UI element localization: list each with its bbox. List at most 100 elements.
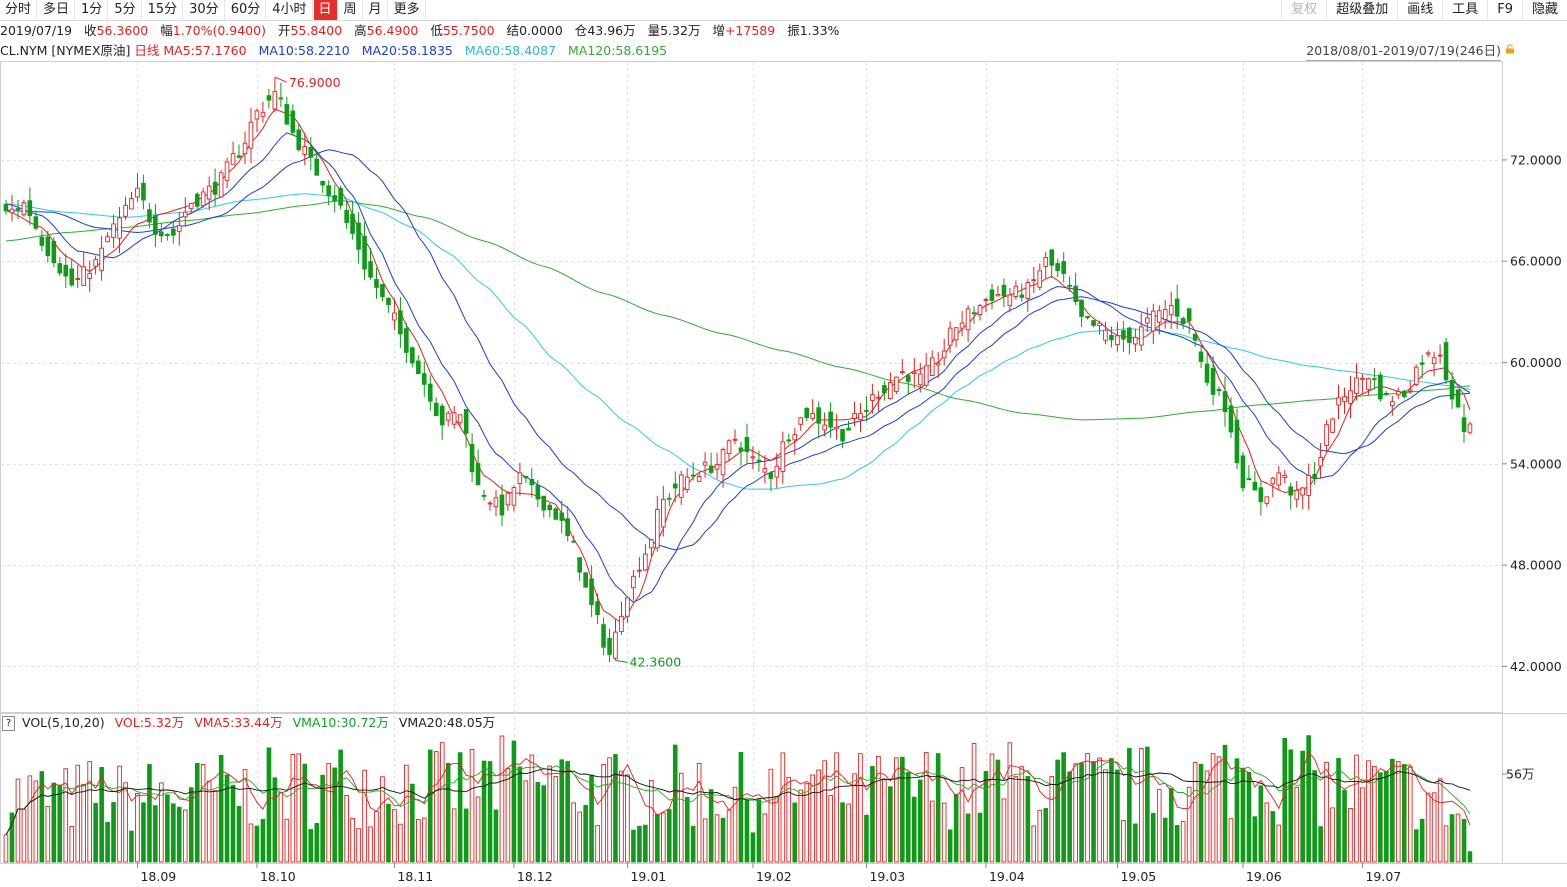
- volume-ma-lines: [5, 751, 1471, 836]
- volume-bar-190: [1139, 748, 1144, 863]
- candle-166: [995, 285, 1001, 297]
- volume-bar-201: [1204, 770, 1210, 863]
- candle-126: [756, 450, 762, 472]
- tool-button-4[interactable]: F9: [1487, 0, 1522, 20]
- candle-192: [1150, 303, 1156, 344]
- candle-body-51: [308, 147, 314, 158]
- candle-body-245: [1467, 423, 1473, 434]
- volume-bar-130: [780, 752, 786, 863]
- candle-34: [206, 176, 212, 211]
- candle-body-133: [798, 417, 804, 425]
- candle-body-241: [1443, 342, 1449, 381]
- candle-42: [254, 108, 260, 133]
- period-tab-2[interactable]: 1分: [76, 0, 109, 20]
- period-tab-1[interactable]: 多日: [38, 0, 76, 20]
- candle-body-172: [1031, 279, 1037, 282]
- candle-body-71: [427, 383, 433, 402]
- candle-149: [894, 376, 899, 395]
- lock-icon[interactable]: [1505, 44, 1515, 54]
- candle-body-19: [117, 217, 122, 239]
- candle-body-231: [1384, 392, 1389, 396]
- candle-7: [45, 230, 51, 263]
- period-tab-9[interactable]: 周: [339, 0, 363, 20]
- high-mark-pointer: [274, 76, 288, 83]
- ma5-line: [5, 108, 1471, 624]
- candle-194: [1162, 299, 1168, 329]
- candle-body-226: [1354, 377, 1359, 395]
- candle-body-238: [1425, 352, 1431, 355]
- candle-25: [153, 204, 158, 248]
- candle-body-84: [505, 492, 511, 506]
- candle-66: [398, 297, 403, 348]
- tool-button-0[interactable]: 复权: [1281, 0, 1326, 20]
- candle-148: [888, 372, 893, 400]
- volume-bar-30: [182, 809, 188, 863]
- period-tab-0[interactable]: 分时: [0, 0, 38, 20]
- period-tab-3[interactable]: 5分: [109, 0, 142, 20]
- volume-bar-85: [511, 740, 517, 863]
- candle-body-242: [1449, 379, 1455, 400]
- volume-bar-67: [404, 764, 409, 863]
- candle-107: [643, 544, 648, 572]
- volume-bar-27: [165, 794, 170, 863]
- ma-lines: [5, 108, 1471, 624]
- period-tab-6[interactable]: 60分: [226, 0, 267, 20]
- period-tab-7[interactable]: 4小时: [267, 0, 313, 20]
- tool-button-5[interactable]: 隐藏: [1521, 0, 1567, 20]
- candle-24: [147, 203, 152, 229]
- volume-bars: [3, 735, 1473, 863]
- candle-159: [953, 327, 959, 348]
- close-value: 56.3600: [96, 23, 149, 38]
- candle-body-176: [1055, 263, 1060, 272]
- volume-bar-177: [1061, 752, 1066, 863]
- volume-bar-90: [541, 785, 547, 863]
- volume-bar-235: [1407, 766, 1413, 863]
- volume-bar-60: [362, 769, 367, 863]
- candle-body-198: [1186, 308, 1192, 322]
- candle-body-46: [278, 97, 284, 100]
- candle-body-78: [469, 443, 475, 473]
- candle-body-32: [194, 193, 200, 207]
- candle-body-52: [314, 158, 320, 176]
- candle-body-39: [236, 155, 242, 158]
- candle-body-152: [911, 371, 917, 375]
- tool-button-2[interactable]: 画线: [1397, 0, 1442, 20]
- candle-body-17: [105, 236, 110, 243]
- candle-137: [822, 412, 827, 437]
- candle-body-107: [643, 553, 648, 571]
- candle-body-127: [762, 468, 768, 473]
- volume-bar-131: [786, 776, 792, 863]
- volume-bar-114: [684, 797, 690, 863]
- tool-button-3[interactable]: 工具: [1442, 0, 1487, 20]
- candle-211: [1264, 496, 1270, 507]
- candle-89: [535, 479, 541, 508]
- date-range[interactable]: 2018/08/01-2019/07/19(246日): [1306, 42, 1501, 61]
- candle-49: [296, 123, 302, 152]
- volume-bar-47: [284, 818, 290, 863]
- help-icon[interactable]: ?: [2, 716, 15, 731]
- vol-axis-label: 56万: [1506, 767, 1534, 782]
- period-tab-10[interactable]: 月: [364, 0, 388, 20]
- volume-bar-175: [1049, 776, 1055, 863]
- candle-227: [1360, 374, 1365, 394]
- period-tab-11[interactable]: 更多: [389, 0, 426, 20]
- candle-131: [786, 433, 792, 444]
- volume-bar-209: [1252, 816, 1258, 863]
- volume-bar-226: [1354, 754, 1359, 863]
- candle-body-10: [63, 264, 69, 277]
- volume-bar-222: [1330, 807, 1335, 863]
- period-tab-8[interactable]: 日: [313, 0, 338, 20]
- period-tab-5[interactable]: 30分: [184, 0, 225, 20]
- candle-body-156: [935, 362, 941, 366]
- candle-116: [696, 472, 702, 483]
- tool-button-1[interactable]: 超级叠加: [1326, 0, 1397, 20]
- volume-bar-137: [822, 760, 827, 863]
- candle-143: [858, 403, 863, 433]
- volume-bar-103: [619, 770, 624, 863]
- ma120-value: MA120:58.6195: [568, 43, 668, 58]
- period-tab-4[interactable]: 15分: [143, 0, 184, 20]
- y-tick-label-2: 60.0000: [1510, 355, 1562, 370]
- candle-142: [852, 401, 857, 427]
- y-tick-label-4: 48.0000: [1510, 558, 1562, 573]
